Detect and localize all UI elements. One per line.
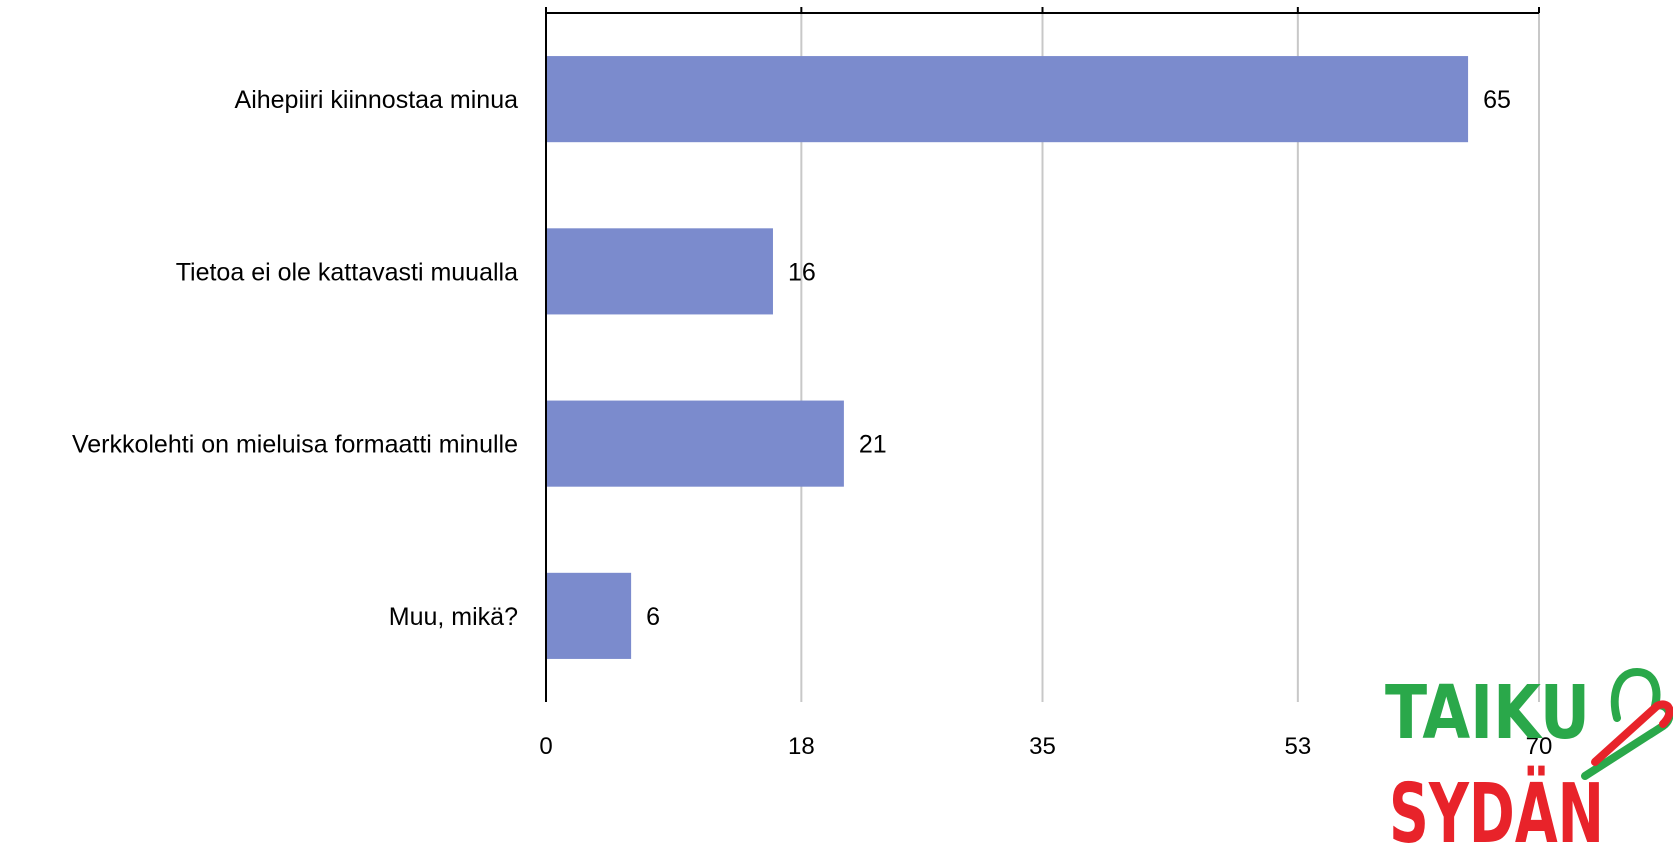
category-label: Muu, mikä? bbox=[389, 603, 518, 631]
labels: 0 18 35 53 70 Aihepiiri kiinnostaa minua 65 Tie… bbox=[72, 86, 1552, 760]
tick-label: 35 bbox=[1029, 733, 1056, 760]
bars bbox=[547, 56, 1469, 659]
category-label: Tietoa ei ole kattavasti muualla bbox=[176, 258, 518, 286]
data-label: 65 bbox=[1483, 86, 1511, 114]
tick-label: 18 bbox=[788, 733, 815, 760]
heart-stroke-red-icon bbox=[1591, 700, 1673, 766]
logo-text-line1: TAIKU bbox=[1385, 670, 1590, 756]
category-label: Aihepiiri kiinnostaa minua bbox=[235, 86, 519, 114]
taiku-sydan-logo: TAIKU SYDÄN bbox=[1385, 668, 1673, 855]
bar bbox=[547, 56, 1469, 143]
bar bbox=[547, 228, 773, 315]
category-label: Verkkolehti on mieluisa formaatti minull… bbox=[72, 431, 518, 459]
axes bbox=[545, 12, 1539, 702]
tick-label: 53 bbox=[1284, 733, 1311, 760]
data-label: 21 bbox=[859, 431, 887, 459]
data-label: 16 bbox=[788, 258, 816, 286]
data-label: 6 bbox=[646, 603, 660, 631]
tick-label: 70 bbox=[1526, 733, 1553, 760]
tick-label: 0 bbox=[539, 733, 552, 760]
bar bbox=[547, 572, 632, 659]
logo-text-line2: SYDÄN bbox=[1389, 766, 1604, 855]
bar bbox=[547, 400, 844, 487]
